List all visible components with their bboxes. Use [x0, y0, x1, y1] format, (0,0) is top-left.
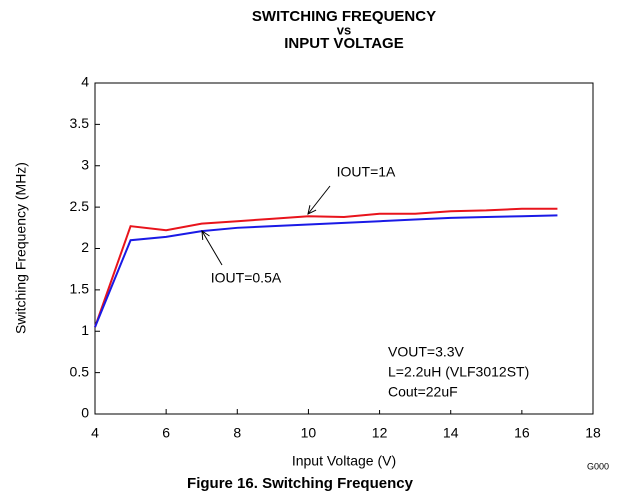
x-tick-label: 4 — [91, 425, 99, 441]
arrow-head — [307, 205, 317, 215]
condition: Cout=22uF — [388, 384, 458, 400]
condition: VOUT=3.3V — [388, 344, 465, 360]
y-tick-label: 0 — [81, 405, 89, 421]
x-tick-label: 12 — [372, 425, 388, 441]
condition: L=2.2uH (VLF3012ST) — [388, 364, 529, 380]
figure-code: G000 — [587, 461, 609, 471]
chart-title: INPUT VOLTAGE — [284, 35, 403, 52]
annotation: IOUT=1A — [337, 164, 396, 180]
annotation: IOUT=0.5A — [211, 270, 282, 286]
x-tick-label: 18 — [585, 425, 601, 441]
arrow-head — [201, 230, 210, 241]
annotation-box — [184, 266, 308, 292]
conditions-box — [376, 330, 590, 410]
x-tick-label: 14 — [443, 425, 459, 441]
annotation-box — [322, 160, 410, 186]
x-tick-label: 16 — [514, 425, 530, 441]
annotation-arrow — [201, 230, 223, 266]
series-line — [94, 207, 558, 328]
caption: Figure 16. Switching Frequency — [187, 475, 414, 492]
y-tick-label: 0.5 — [70, 363, 90, 379]
chart-title: vs — [337, 22, 351, 37]
x-axis-label: Input Voltage (V) — [292, 453, 396, 469]
x-tick-label: 8 — [233, 425, 241, 441]
y-tick-label: 1 — [81, 322, 89, 338]
y-tick-label: 3.5 — [70, 115, 90, 131]
x-tick-label: 10 — [301, 425, 317, 441]
series-line — [94, 214, 558, 328]
y-axis-label: Switching Frequency (MHz) — [13, 162, 29, 334]
y-tick-label: 2.5 — [70, 198, 90, 214]
y-tick-label: 2 — [81, 239, 89, 255]
y-tick-label: 4 — [81, 74, 89, 90]
y-tick-label: 3 — [81, 156, 89, 172]
y-tick-label: 1.5 — [70, 281, 90, 297]
x-tick-label: 6 — [162, 425, 170, 441]
annotation-arrow — [307, 185, 331, 215]
chart-title: SWITCHING FREQUENCY — [252, 8, 436, 25]
